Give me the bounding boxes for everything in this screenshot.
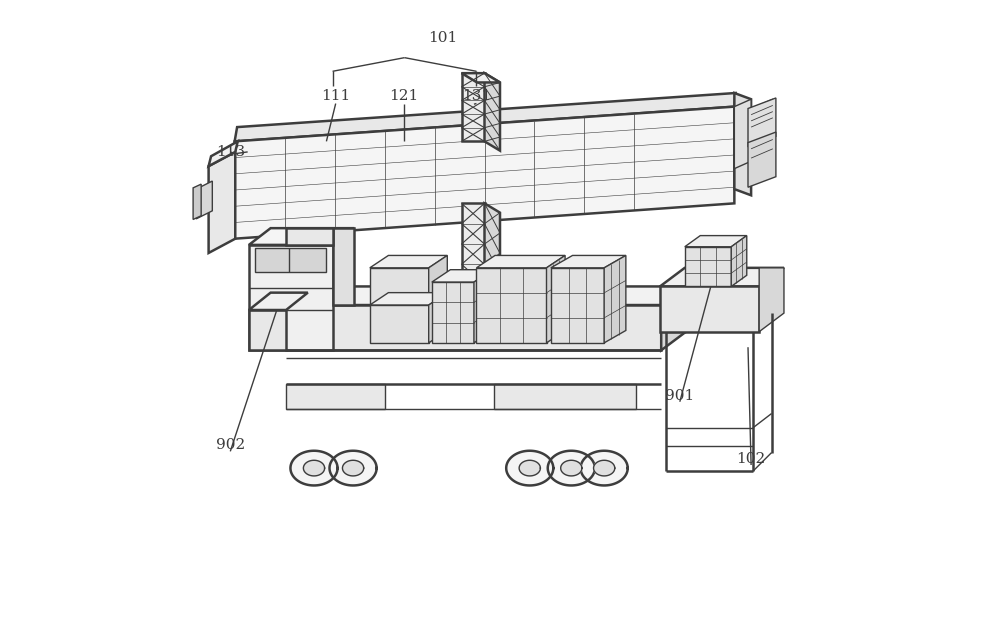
Polygon shape [249, 293, 308, 310]
Polygon shape [476, 255, 565, 268]
Polygon shape [370, 293, 447, 305]
Polygon shape [235, 151, 732, 195]
Polygon shape [286, 286, 686, 305]
Polygon shape [484, 203, 500, 314]
Polygon shape [551, 268, 604, 343]
Polygon shape [370, 268, 429, 305]
Polygon shape [286, 384, 385, 409]
Text: 902: 902 [216, 438, 245, 452]
Polygon shape [561, 460, 582, 476]
Polygon shape [286, 228, 333, 245]
Polygon shape [462, 203, 484, 305]
Polygon shape [484, 73, 500, 151]
Polygon shape [660, 268, 784, 286]
Polygon shape [506, 451, 553, 485]
Polygon shape [432, 270, 493, 282]
Polygon shape [193, 184, 201, 219]
Polygon shape [235, 93, 736, 141]
Text: 111: 111 [321, 89, 350, 103]
Polygon shape [432, 282, 474, 343]
Polygon shape [462, 73, 500, 82]
Polygon shape [759, 268, 784, 332]
Polygon shape [370, 255, 447, 268]
Polygon shape [429, 293, 447, 343]
Polygon shape [249, 228, 354, 245]
Polygon shape [551, 255, 626, 268]
Polygon shape [209, 152, 235, 253]
Polygon shape [255, 248, 326, 272]
Polygon shape [462, 73, 484, 141]
Polygon shape [581, 451, 628, 485]
Polygon shape [661, 286, 686, 350]
Polygon shape [330, 451, 377, 485]
Text: 901: 901 [665, 389, 694, 402]
Polygon shape [604, 255, 626, 343]
Polygon shape [685, 236, 747, 247]
Polygon shape [370, 305, 429, 343]
Polygon shape [303, 460, 325, 476]
Polygon shape [748, 132, 776, 187]
Polygon shape [235, 122, 734, 172]
Polygon shape [235, 107, 734, 239]
Polygon shape [342, 460, 364, 476]
Polygon shape [731, 236, 747, 286]
Text: 113: 113 [216, 145, 245, 159]
Polygon shape [748, 98, 776, 147]
Polygon shape [476, 268, 546, 343]
Polygon shape [660, 286, 759, 332]
Polygon shape [235, 138, 732, 180]
Polygon shape [209, 141, 238, 166]
Polygon shape [546, 255, 565, 343]
Polygon shape [286, 305, 661, 350]
Text: 101: 101 [428, 32, 458, 45]
Polygon shape [548, 451, 595, 485]
Polygon shape [235, 124, 732, 166]
Text: 102: 102 [736, 452, 766, 466]
Polygon shape [751, 99, 773, 110]
Polygon shape [734, 99, 751, 169]
Polygon shape [333, 228, 354, 305]
Polygon shape [290, 451, 338, 485]
Polygon shape [685, 247, 731, 286]
Polygon shape [249, 310, 286, 350]
Polygon shape [249, 245, 333, 350]
Polygon shape [199, 183, 211, 191]
Polygon shape [196, 181, 212, 219]
Polygon shape [235, 136, 734, 186]
Polygon shape [494, 384, 636, 409]
Polygon shape [519, 460, 540, 476]
Polygon shape [429, 255, 447, 305]
Polygon shape [594, 460, 615, 476]
Text: 121: 121 [389, 89, 419, 103]
Text: 131: 131 [462, 89, 491, 103]
Polygon shape [235, 108, 734, 158]
Polygon shape [474, 270, 493, 343]
Polygon shape [734, 93, 751, 195]
